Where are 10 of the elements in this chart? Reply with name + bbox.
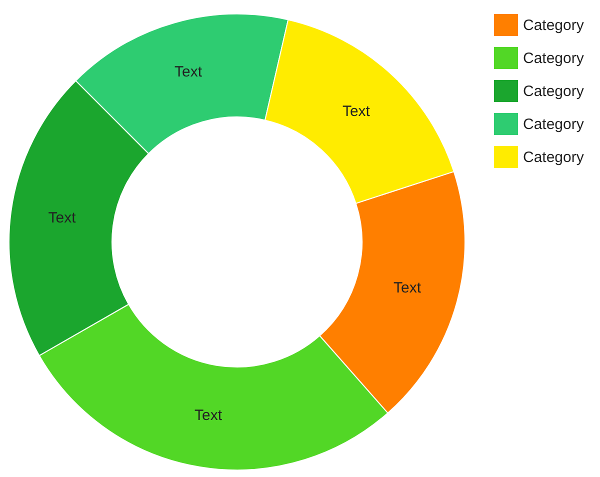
data-label: Text	[342, 102, 371, 120]
legend-label: Category	[523, 116, 584, 133]
legend-label: Category	[523, 50, 584, 67]
data-label: Text	[194, 407, 223, 424]
legend-label: Category	[523, 16, 584, 34]
legend-label: Category	[523, 148, 584, 166]
legend-label: Category	[523, 82, 584, 100]
data-label: Text	[174, 63, 203, 80]
data-label: Text	[393, 280, 422, 297]
data-label: Text	[48, 210, 77, 227]
